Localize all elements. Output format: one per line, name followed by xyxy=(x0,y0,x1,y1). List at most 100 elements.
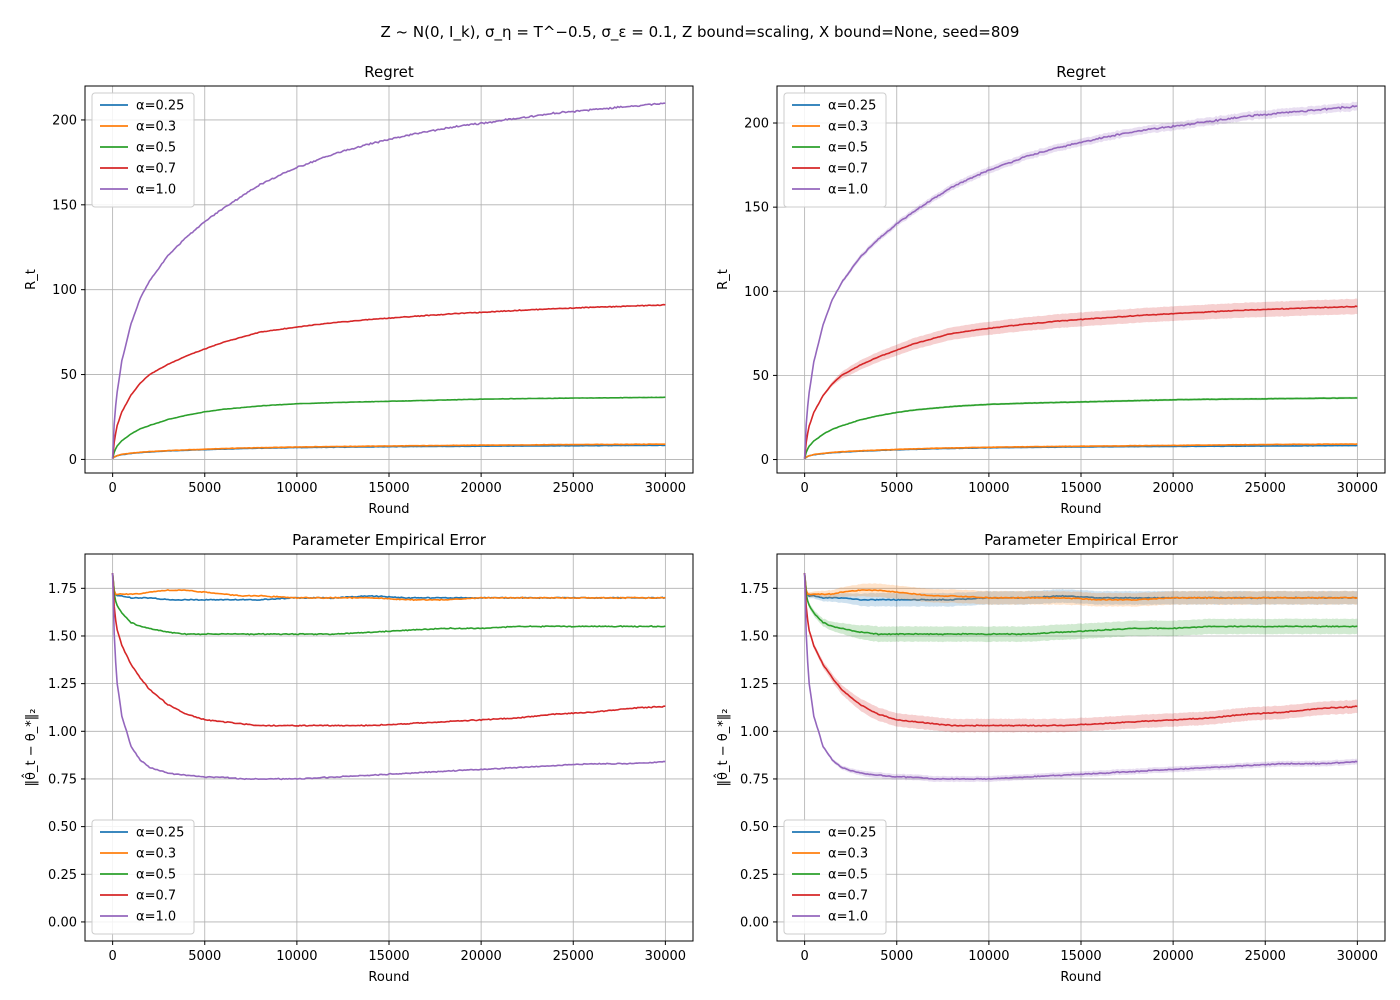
p0-ylabel: R_t xyxy=(24,269,39,290)
p3-series-line-3 xyxy=(803,573,1358,727)
p0-legend-label-3: α=0.7 xyxy=(136,162,176,177)
p0-series-line-4 xyxy=(111,102,666,459)
p3-ytick-label-7: 1.75 xyxy=(740,582,769,597)
p1-legend-label-4: α=1.0 xyxy=(828,183,868,198)
p3-xtick-label-1: 5000 xyxy=(880,949,913,964)
p3-ytick-label-0: 0.00 xyxy=(740,915,769,930)
p3-legend-label-0: α=0.25 xyxy=(828,826,876,841)
p3-xtick-label-0: 0 xyxy=(800,949,808,964)
panel-error-left: 0 5000 10000 15000 20000 25000 30000 0.00 0.25 0.… xyxy=(22,531,694,985)
p2-legend-label-4: α=1.0 xyxy=(136,910,176,925)
p2-ylabel: ‖θ̂_t − θ_*‖₂ xyxy=(22,709,39,787)
p1-xtick-label-0: 0 xyxy=(800,481,808,496)
p1-legend-label-0: α=0.25 xyxy=(828,99,876,114)
p0-xtick-label-5: 25000 xyxy=(553,481,594,496)
p1-ylabel: R_t xyxy=(716,269,731,290)
p2-xtick-label-0: 0 xyxy=(108,949,116,964)
p3-xtick-label-5: 25000 xyxy=(1245,949,1286,964)
p1-ytick-label-0: 0 xyxy=(761,453,769,468)
p2-title: Parameter Empirical Error xyxy=(292,531,487,549)
p3-band-4 xyxy=(804,572,1358,783)
p2-legend: α=0.25 α=0.3 α=0.5 α=0.7 α=1.0 xyxy=(91,819,195,935)
p1-band-4 xyxy=(804,101,1358,459)
p0-legend-box xyxy=(91,92,195,208)
p0-xtick-label-6: 30000 xyxy=(645,481,686,496)
p2-ytick-label-4: 1.00 xyxy=(48,725,77,740)
p1-ytick-label-4: 200 xyxy=(744,117,769,132)
panel-regret-right: 0 5000 10000 15000 20000 25000 30000 0 50 100 150 2… xyxy=(716,63,1386,517)
p0-ytick-label-0: 0 xyxy=(69,453,77,468)
p0-ytick-label-2: 100 xyxy=(52,283,77,298)
p1-series-line-1 xyxy=(804,443,1358,460)
p0-xtick-label-0: 0 xyxy=(108,481,116,496)
p3-ytick-label-1: 0.25 xyxy=(740,868,769,883)
p1-xtick-label-6: 30000 xyxy=(1337,481,1378,496)
p0-ytick-label-4: 200 xyxy=(52,113,77,128)
p1-legend: α=0.25 α=0.3 α=0.5 α=0.7 α=1.0 xyxy=(783,92,887,208)
p2-xtick-label-3: 15000 xyxy=(368,949,409,964)
p1-ytick-label-1: 50 xyxy=(752,369,769,384)
p2-ytick-label-3: 0.75 xyxy=(48,772,77,787)
p1-title: Regret xyxy=(1056,63,1106,81)
p3-series-line-2 xyxy=(803,573,1358,636)
p0-xtick-label-2: 10000 xyxy=(276,481,317,496)
p0-series-line-3 xyxy=(111,303,666,459)
p2-legend-label-0: α=0.25 xyxy=(136,826,184,841)
p0-series-line-2 xyxy=(111,396,666,459)
p2-series-line-3 xyxy=(111,573,666,727)
p3-legend-label-1: α=0.3 xyxy=(828,847,868,862)
p2-series-line-2 xyxy=(111,573,666,636)
p1-xtick-label-1: 5000 xyxy=(880,481,913,496)
p3-title: Parameter Empirical Error xyxy=(984,531,1179,549)
p0-legend-label-2: α=0.5 xyxy=(136,141,176,156)
p0-xtick-label-3: 15000 xyxy=(368,481,409,496)
p3-xtick-label-4: 20000 xyxy=(1152,949,1193,964)
p1-band-3 xyxy=(804,298,1358,459)
p3-series-line-4 xyxy=(803,573,1358,781)
p0-xtick-label-1: 5000 xyxy=(188,481,221,496)
p2-ytick-label-5: 1.25 xyxy=(48,677,77,692)
p0-legend-label-4: α=1.0 xyxy=(136,183,176,198)
p2-legend-label-3: α=0.7 xyxy=(136,889,176,904)
p3-xtick-label-6: 30000 xyxy=(1337,949,1378,964)
p1-legend-label-2: α=0.5 xyxy=(828,141,868,156)
p1-series-line-4 xyxy=(803,104,1358,459)
p1-series-line-3 xyxy=(803,305,1358,459)
p2-ytick-label-7: 1.75 xyxy=(48,582,77,597)
p0-legend: α=0.25 α=0.3 α=0.5 α=0.7 α=1.0 xyxy=(91,92,195,208)
p0-legend-label-1: α=0.3 xyxy=(136,120,176,135)
p2-ytick-label-1: 0.25 xyxy=(48,868,77,883)
p3-legend: α=0.25 α=0.3 α=0.5 α=0.7 α=1.0 xyxy=(783,819,887,935)
p0-series-line-1 xyxy=(112,443,666,460)
p1-ytick-label-3: 150 xyxy=(744,201,769,216)
p2-ytick-label-0: 0.00 xyxy=(48,915,77,930)
p3-band-2 xyxy=(804,570,1358,643)
p2-xtick-label-4: 20000 xyxy=(460,949,501,964)
p0-legend-label-0: α=0.25 xyxy=(136,99,184,114)
p3-ylabel: ‖θ̂_t − θ_*‖₂ xyxy=(714,709,731,787)
p0-ytick-label-1: 50 xyxy=(60,368,77,383)
p3-ytick-label-5: 1.25 xyxy=(740,677,769,692)
p2-legend-label-2: α=0.5 xyxy=(136,868,176,883)
p0-xtick-label-4: 20000 xyxy=(460,481,501,496)
p1-xtick-label-2: 10000 xyxy=(968,481,1009,496)
p2-ytick-label-2: 0.50 xyxy=(48,820,77,835)
p0-title: Regret xyxy=(364,63,414,81)
p2-xlabel: Round xyxy=(368,970,409,985)
p3-legend-label-4: α=1.0 xyxy=(828,910,868,925)
panel-regret-left: 0 5000 10000 15000 20000 25000 30000 0 50 100 150 2… xyxy=(24,63,694,517)
p3-legend-label-2: α=0.5 xyxy=(828,868,868,883)
p2-legend-box xyxy=(91,819,195,935)
p3-xlabel: Round xyxy=(1060,970,1101,985)
p3-ytick-label-6: 1.50 xyxy=(740,629,769,644)
p2-series-line-4 xyxy=(111,573,666,781)
p1-ytick-label-2: 100 xyxy=(744,285,769,300)
p3-band-3 xyxy=(804,571,1358,733)
p0-ytick-label-3: 150 xyxy=(52,198,77,213)
p3-legend-label-3: α=0.7 xyxy=(828,889,868,904)
p1-xtick-label-3: 15000 xyxy=(1060,481,1101,496)
p2-ytick-label-6: 1.50 xyxy=(48,629,77,644)
p1-series-line-2 xyxy=(803,397,1358,459)
p2-xtick-label-2: 10000 xyxy=(276,949,317,964)
